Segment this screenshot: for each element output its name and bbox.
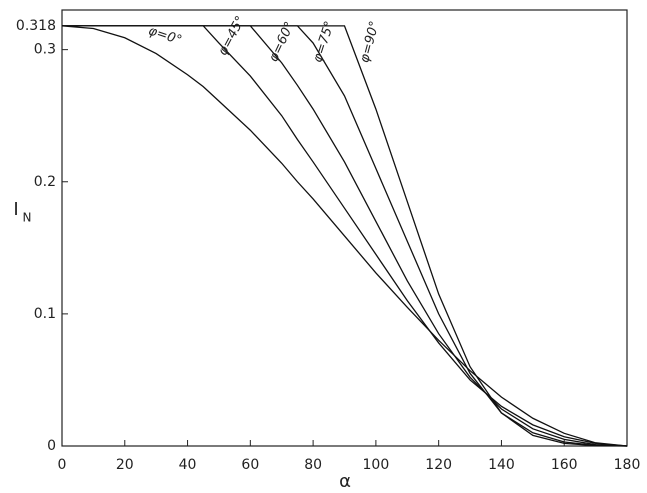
x-axis-label: α <box>339 471 351 492</box>
x-tick-label: 120 <box>425 457 452 473</box>
curve <box>62 26 627 446</box>
plot-frame <box>62 10 627 446</box>
y-tick-label: 0.318 <box>16 18 56 34</box>
y-tick-label: 0 <box>47 438 56 454</box>
x-tick-label: 80 <box>304 457 322 473</box>
y-axis-label: I <box>13 199 18 220</box>
x-tick-label: 40 <box>179 457 197 473</box>
x-tick-label: 20 <box>116 457 134 473</box>
curve-label: φ=90° <box>357 20 382 65</box>
y-axis-label-subscript: N <box>23 211 32 225</box>
x-tick-label: 160 <box>551 457 578 473</box>
x-tick-label: 60 <box>241 457 259 473</box>
curve-label: φ=0° <box>146 24 183 49</box>
x-tick-label: 100 <box>363 457 390 473</box>
x-tick-label: 180 <box>614 457 641 473</box>
x-tick-label: 0 <box>58 457 67 473</box>
chart: α I N 0 0.1 0.2 0.3 0.318 0 20 40 60 80 100 120 140 1… <box>0 0 647 493</box>
curve-label: φ=45° <box>215 14 248 59</box>
y-tick-label: 0.3 <box>34 42 56 58</box>
y-tick-label: 0.2 <box>34 174 56 190</box>
x-tick-label: 140 <box>488 457 515 473</box>
y-tick-label: 0.1 <box>34 306 56 322</box>
